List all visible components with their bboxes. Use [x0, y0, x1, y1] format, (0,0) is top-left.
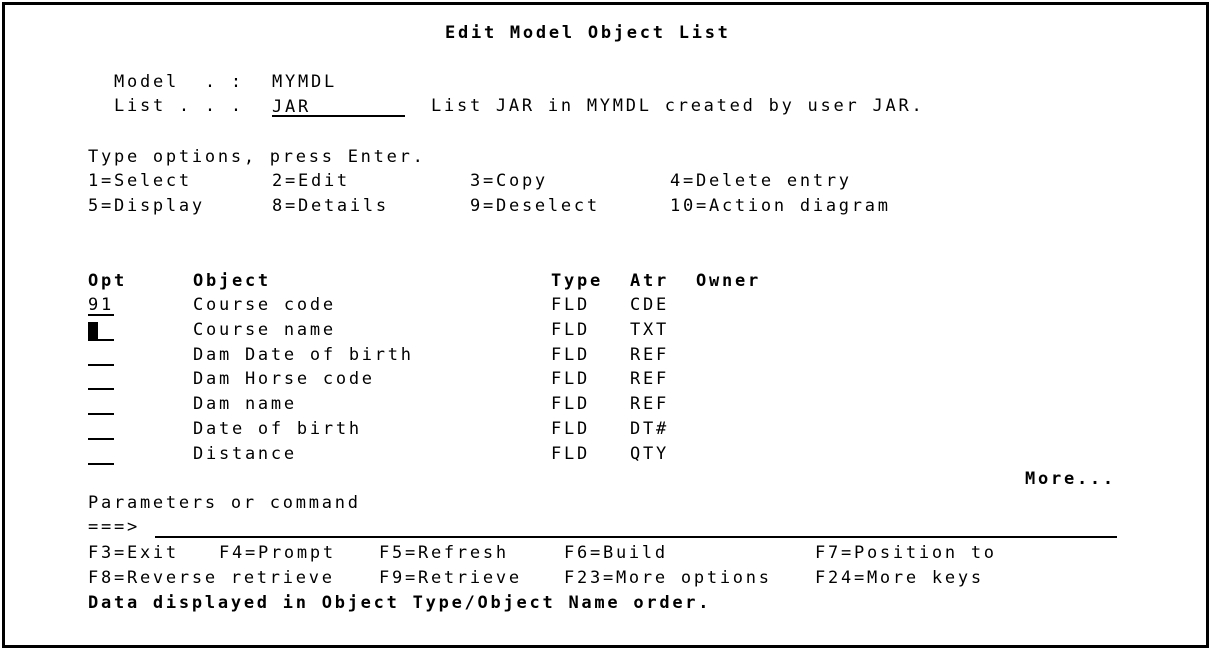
fkey-f9[interactable]: F9=Retrieve: [379, 568, 522, 588]
row-option-input[interactable]: [88, 445, 114, 465]
option-delete: 4=Delete entry: [670, 171, 852, 191]
option-edit: 2=Edit: [272, 171, 350, 191]
row-object-name: Course code: [193, 295, 336, 315]
row-object-name: Course name: [193, 319, 336, 340]
fkey-f3[interactable]: F3=Exit: [88, 543, 179, 563]
fkey-f4[interactable]: F4=Prompt: [219, 543, 336, 563]
column-header-type: Type: [551, 271, 603, 291]
row-object-attribute: REF: [630, 394, 669, 415]
row-option-input[interactable]: [88, 346, 114, 366]
list-input-value: JAR: [272, 97, 311, 117]
fkey-f8[interactable]: F8=Reverse retrieve: [88, 568, 335, 588]
screen-title: Edit Model Object List: [445, 23, 731, 43]
fkey-f23[interactable]: F23=More options: [564, 568, 772, 588]
column-header-opt: Opt: [88, 271, 127, 291]
command-prompt: ===>: [88, 517, 140, 537]
row-object-attribute: QTY: [630, 443, 669, 464]
option-display: 5=Display: [88, 196, 205, 216]
option-action-diagram: 10=Action diagram: [670, 196, 891, 216]
option-copy: 3=Copy: [470, 171, 548, 191]
row-object-name: Dam name: [193, 394, 297, 415]
option-details: 8=Details: [272, 196, 389, 216]
fkey-f24[interactable]: F24=More keys: [815, 568, 984, 588]
fkey-f5[interactable]: F5=Refresh: [379, 543, 509, 563]
model-label: Model . :: [114, 72, 244, 92]
status-message: Data displayed in Object Type/Object Nam…: [88, 593, 712, 613]
fkey-f7[interactable]: F7=Position to: [815, 543, 997, 563]
row-object-attribute: REF: [630, 369, 669, 390]
row-object-type: FLD: [551, 344, 590, 365]
row-object-attribute: CDE: [630, 295, 669, 315]
row-object-type: FLD: [551, 319, 590, 340]
row-object-attribute: DT#: [630, 419, 669, 439]
column-header-atr: Atr: [630, 271, 669, 291]
option-deselect: 9=Deselect: [470, 196, 600, 216]
command-input[interactable]: [155, 518, 1117, 538]
row-object-name: Date of birth: [193, 419, 362, 439]
row-option-input[interactable]: 91: [88, 295, 114, 316]
list-input[interactable]: JAR: [272, 97, 405, 117]
column-header-owner: Owner: [696, 271, 761, 291]
row-object-attribute: REF: [630, 344, 669, 365]
row-object-name: Dam Date of birth: [193, 344, 414, 365]
row-object-type: FLD: [551, 419, 590, 439]
row-option-input[interactable]: [88, 420, 114, 440]
more-indicator: More...: [1025, 469, 1116, 489]
list-description: List JAR in MYMDL created by user JAR.: [431, 96, 925, 116]
row-object-type: FLD: [551, 369, 590, 390]
row-option-value: 91: [88, 295, 114, 315]
option-select: 1=Select: [88, 171, 192, 191]
row-object-type: FLD: [551, 443, 590, 464]
row-option-input[interactable]: [88, 395, 114, 416]
row-object-name: Distance: [193, 443, 297, 464]
column-header-object: Object: [193, 271, 271, 291]
row-object-type: FLD: [551, 394, 590, 415]
fkey-f6[interactable]: F6=Build: [564, 543, 668, 563]
model-value: MYMDL: [272, 72, 337, 92]
row-option-input[interactable]: [88, 370, 114, 391]
list-label: List . . .: [114, 96, 244, 116]
row-object-name: Dam Horse code: [193, 369, 375, 390]
row-option-input[interactable]: [88, 321, 114, 341]
command-label: Parameters or command: [88, 493, 361, 513]
row-object-attribute: TXT: [630, 319, 669, 340]
instructions: Type options, press Enter.: [88, 147, 426, 167]
text-cursor: [88, 321, 98, 340]
row-object-type: FLD: [551, 295, 590, 315]
